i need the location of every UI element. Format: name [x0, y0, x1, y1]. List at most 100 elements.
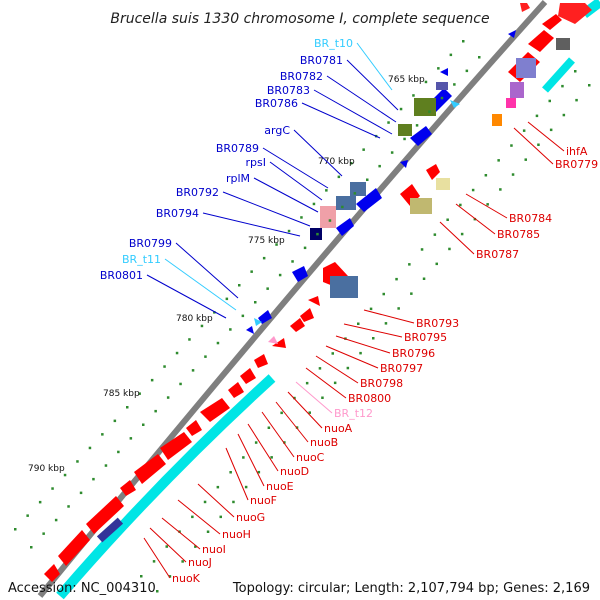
gene-label-br0798[interactable]: BR0798 — [360, 377, 403, 390]
gene-arrow[interactable] — [254, 318, 262, 326]
gene-arrow[interactable] — [558, 3, 592, 24]
gene-arrow[interactable] — [240, 368, 256, 384]
gene-arrow[interactable] — [200, 398, 230, 422]
gene-arrow[interactable] — [44, 564, 60, 582]
gene-arrow[interactable] — [542, 14, 562, 30]
gene-arrow[interactable] — [440, 68, 448, 76]
gene-label-br0799[interactable]: BR0799 — [129, 237, 172, 250]
gene-arrow[interactable] — [134, 454, 166, 484]
gene-arrow[interactable] — [290, 318, 305, 332]
gene-arrow[interactable] — [58, 530, 90, 566]
feature-box[interactable] — [516, 58, 536, 78]
tick-mark — [229, 471, 232, 474]
feature-box[interactable] — [350, 182, 366, 196]
gene-label-rpsi[interactable]: rpsI — [246, 156, 266, 169]
gene-label-rplm[interactable]: rplM — [226, 172, 250, 185]
gene-label-br-t11[interactable]: BR_t11 — [122, 253, 161, 266]
gene-arrow[interactable] — [450, 100, 460, 108]
gene-arrow[interactable] — [410, 126, 432, 146]
feature-box[interactable] — [398, 124, 412, 136]
feature-box[interactable] — [310, 228, 322, 240]
kbp-labels: 765 kbp 770 kbp 775 kbp 780 kbp 785 kbp … — [28, 75, 425, 474]
tick-mark — [318, 367, 322, 370]
gene-label-nuoj[interactable]: nuoJ — [188, 556, 212, 569]
gene-arrow[interactable] — [272, 338, 286, 348]
gene-label-nuod[interactable]: nuoD — [280, 465, 309, 478]
tick-mark — [244, 485, 248, 489]
gene-label-br0782[interactable]: BR0782 — [280, 70, 323, 83]
gene-arrow[interactable] — [520, 3, 530, 12]
gene-arrow[interactable] — [528, 30, 554, 52]
gene-arrow[interactable] — [336, 218, 354, 236]
feature-box[interactable] — [336, 196, 356, 210]
gene-arrow[interactable] — [186, 420, 202, 436]
gene-label-br0784[interactable]: BR0784 — [509, 212, 552, 225]
gene-label-br0793[interactable]: BR0793 — [416, 317, 459, 330]
feature-box[interactable] — [506, 98, 516, 108]
gene-label-ihfa[interactable]: ihfA — [566, 145, 588, 158]
gene-label-nuoc[interactable]: nuoC — [296, 451, 325, 464]
tick-mark — [369, 307, 373, 311]
feature-box[interactable] — [436, 82, 448, 90]
gene-label-br0796[interactable]: BR0796 — [392, 347, 435, 360]
gene-arrow[interactable] — [308, 296, 320, 306]
leader-line — [261, 411, 295, 458]
leader-line — [301, 102, 381, 139]
gene-label-br0787[interactable]: BR0787 — [476, 248, 519, 261]
feature-box[interactable] — [510, 82, 524, 98]
gene-arrow[interactable] — [86, 496, 124, 534]
gene-label-nuok[interactable]: nuoK — [172, 572, 201, 585]
gene-arrow[interactable] — [258, 310, 272, 324]
gene-label-br0794[interactable]: BR0794 — [156, 207, 199, 220]
gene-label-br0789[interactable]: BR0789 — [216, 142, 259, 155]
gene-label-nuof[interactable]: nuoF — [250, 494, 277, 507]
feature-box[interactable] — [330, 276, 358, 298]
gene-arrow[interactable] — [508, 30, 516, 38]
gene-label-br-t10[interactable]: BR_t10 — [314, 37, 353, 50]
gene-arrow[interactable] — [120, 480, 136, 496]
gene-label-br0779[interactable]: BR0779 — [555, 158, 598, 171]
gene-arrow[interactable] — [246, 326, 254, 334]
feature-box[interactable] — [556, 38, 570, 50]
feature-box[interactable] — [436, 178, 450, 190]
gene-label-br0801[interactable]: BR0801 — [100, 269, 143, 282]
gene-label-br-t12[interactable]: BR_t12 — [334, 407, 373, 420]
gene-label-nuob[interactable]: nuoB — [310, 436, 338, 449]
leader-line — [439, 221, 475, 255]
gene-label-br0797[interactable]: BR0797 — [380, 362, 423, 375]
tick-mark — [42, 532, 45, 535]
gene-label-br0795[interactable]: BR0795 — [404, 331, 447, 344]
gene-label-nuoe[interactable]: nuoE — [266, 480, 294, 493]
gene-label-nuoh[interactable]: nuoH — [222, 528, 251, 541]
gene-label-nuoa[interactable]: nuoA — [324, 422, 353, 435]
gene-arrow[interactable] — [426, 164, 440, 180]
tick-mark — [331, 352, 334, 355]
feature-box[interactable] — [492, 114, 502, 126]
gene-arrow[interactable] — [356, 188, 382, 212]
tick-mark — [179, 382, 182, 386]
gene-label-br0781[interactable]: BR0781 — [300, 54, 343, 67]
gene-label-br0800[interactable]: BR0800 — [348, 392, 391, 405]
gene-label-nuoi[interactable]: nuoI — [202, 543, 226, 556]
feature-box[interactable] — [320, 206, 336, 228]
gene-arrow[interactable] — [400, 160, 408, 168]
gene-label-nuog[interactable]: nuoG — [236, 511, 265, 524]
gene-arrow[interactable] — [292, 266, 308, 282]
tick-mark — [415, 124, 419, 127]
leader-line — [326, 75, 397, 123]
gene-arrow[interactable] — [160, 432, 192, 460]
gene-label-argc[interactable]: argC — [264, 124, 290, 137]
gene-arrow[interactable] — [228, 382, 244, 398]
tick-mark — [387, 121, 390, 124]
gene-label-br0786[interactable]: BR0786 — [255, 97, 298, 110]
gene-arrow[interactable] — [300, 308, 314, 322]
feature-box[interactable] — [414, 98, 436, 116]
tick-mark — [308, 411, 311, 414]
gene-label-br0785[interactable]: BR0785 — [497, 228, 540, 241]
feature-box[interactable] — [96, 517, 124, 543]
gene-label-br0783[interactable]: BR0783 — [267, 84, 310, 97]
gene-label-br0792[interactable]: BR0792 — [176, 186, 219, 199]
gene-arrow[interactable] — [254, 354, 268, 368]
gene-arrow[interactable] — [268, 336, 278, 344]
feature-box[interactable] — [410, 198, 432, 214]
